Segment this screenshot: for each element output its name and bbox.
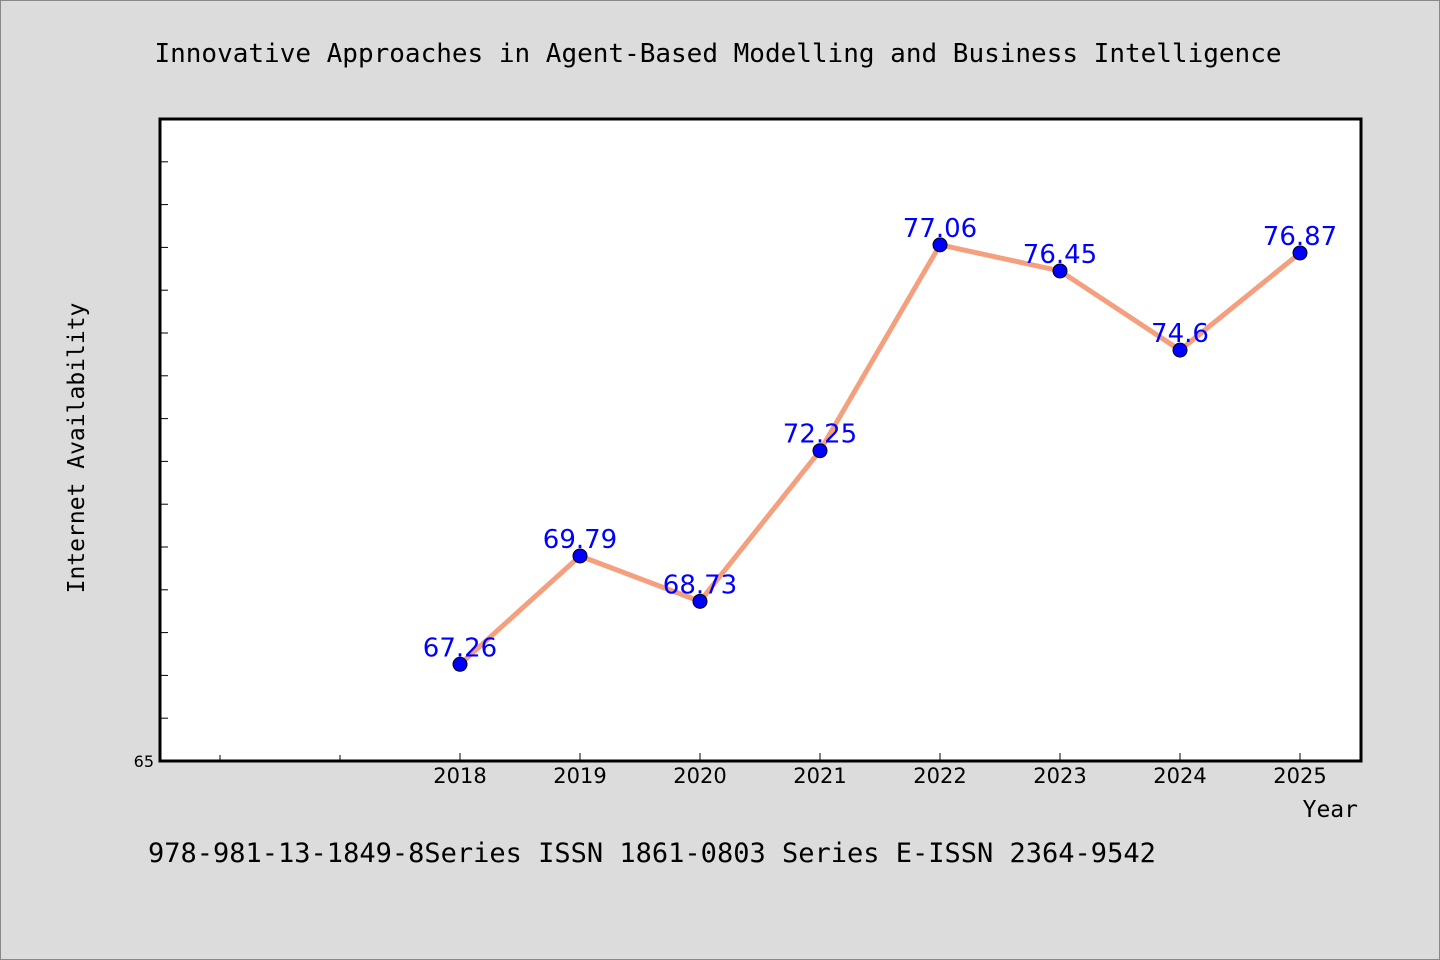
x-axis-tick-labels: 2018 2019 2020 2021 2022 2023 2024 2025 — [433, 764, 1326, 788]
x-tick-label: 2018 — [433, 764, 486, 788]
data-label: 74.6 — [1151, 319, 1209, 349]
x-axis-ticks — [459, 753, 1301, 761]
plot-area — [158, 117, 1363, 763]
data-point — [692, 593, 708, 609]
series-markers — [452, 237, 1308, 672]
data-label: 67.26 — [423, 633, 497, 663]
data-point — [932, 237, 948, 253]
data-point — [1052, 263, 1068, 279]
data-label: 69.79 — [543, 525, 617, 555]
y-axis-ticks — [160, 161, 168, 719]
data-label: 77.06 — [903, 214, 977, 244]
data-label: 76.87 — [1263, 222, 1337, 252]
data-point — [452, 656, 468, 672]
x-axis-label: Year — [1303, 797, 1358, 823]
y-axis-tick-labels: 65 — [134, 752, 154, 771]
data-label: 76.45 — [1023, 240, 1097, 270]
data-point — [1172, 342, 1188, 358]
data-label: 68.73 — [663, 570, 737, 600]
x-axis-minor-ticks — [219, 755, 341, 761]
data-label: 72.25 — [783, 420, 857, 450]
data-labels: 67.26 69.79 68.73 72.25 77.06 76.45 74.6 76.87 — [423, 214, 1337, 663]
x-tick-label: 2019 — [553, 764, 606, 788]
x-tick-label: 2024 — [1153, 764, 1206, 788]
data-point — [572, 548, 588, 564]
x-tick-label: 2021 — [793, 764, 846, 788]
x-tick-label: 2020 — [673, 764, 726, 788]
y-tick-label: 65 — [134, 752, 154, 771]
series-line — [457, 242, 1303, 667]
x-tick-label: 2022 — [913, 764, 966, 788]
x-tick-label: 2023 — [1033, 764, 1086, 788]
footer-text: 978-981-13-1849-8Series ISSN 1861-0803 S… — [148, 838, 1156, 869]
y-axis-label: Internet Availability — [64, 303, 90, 594]
data-point — [1292, 245, 1308, 261]
x-tick-label: 2025 — [1273, 764, 1326, 788]
chart-title: Innovative Approaches in Agent-Based Mod… — [154, 39, 1281, 69]
data-point — [812, 443, 828, 459]
